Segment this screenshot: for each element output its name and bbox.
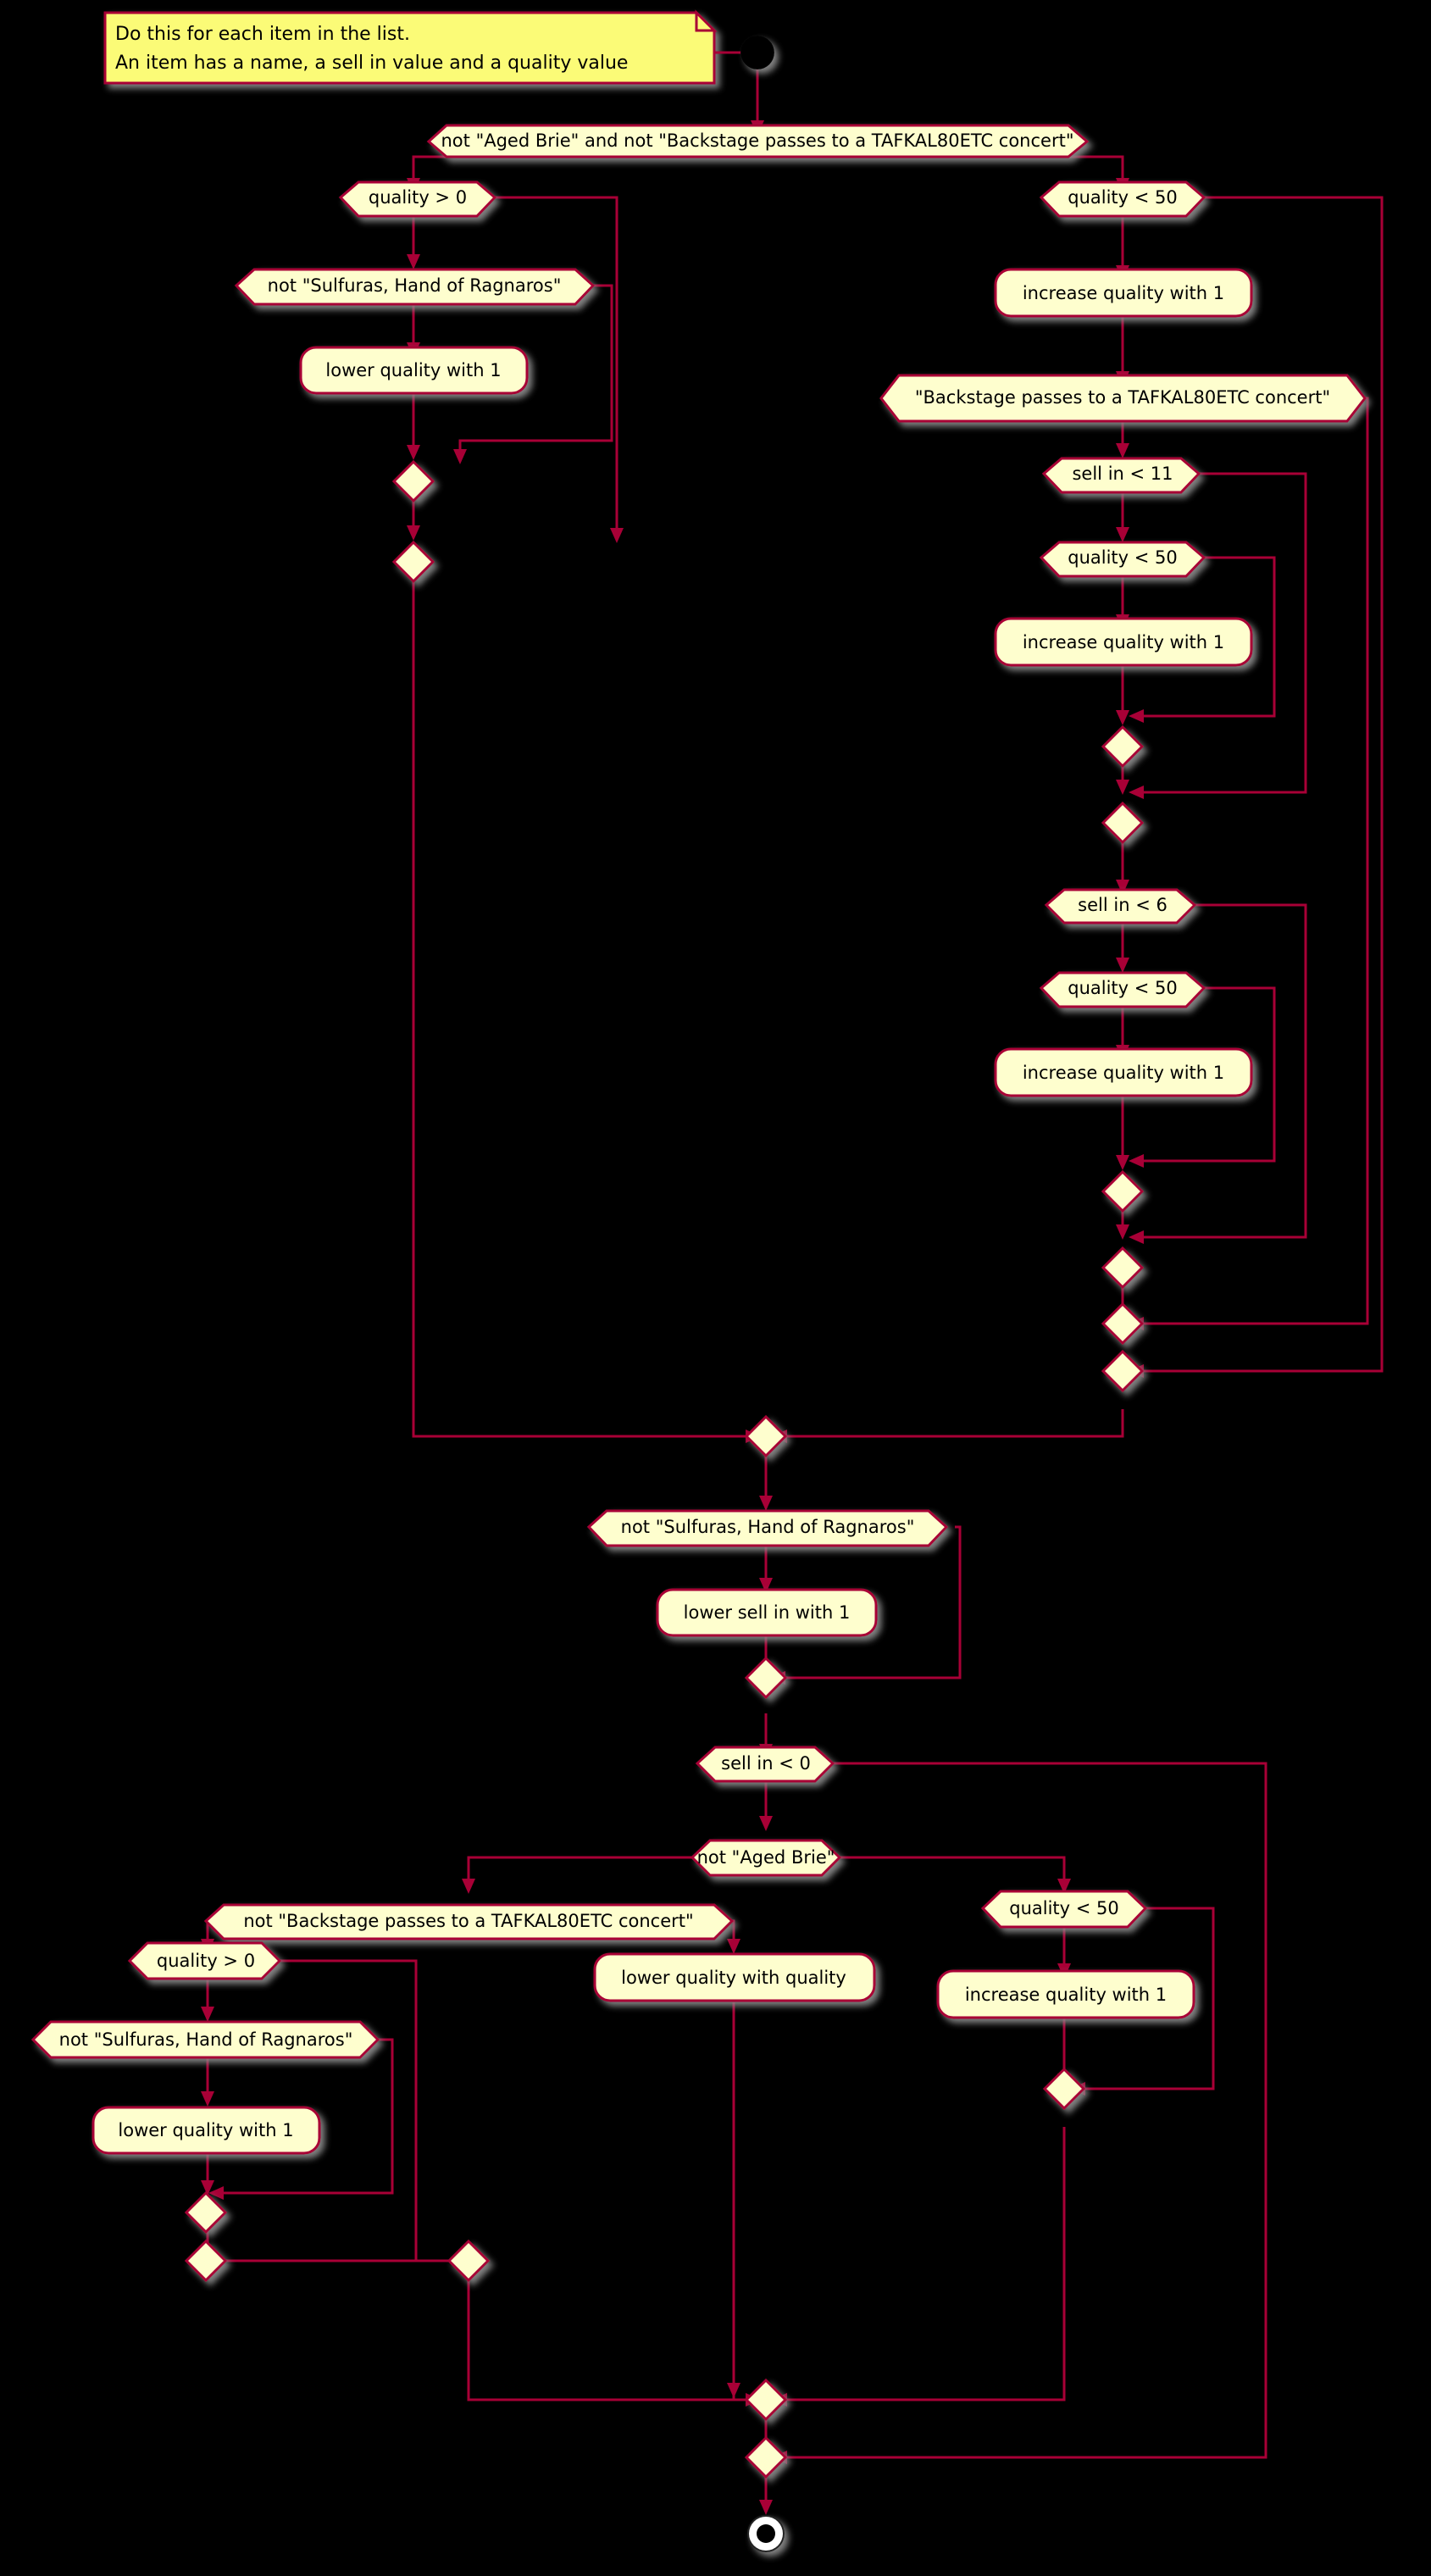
condition-quality-lt-50-a[interactable] xyxy=(1039,180,1206,218)
condition-not-aged-brie[interactable] xyxy=(690,1839,842,1877)
action-lower-quality-with-quality[interactable] xyxy=(593,1952,876,2002)
condition-label: not "Sulfuras, Hand of Ragnaros" xyxy=(268,275,562,296)
action-label: lower quality with quality xyxy=(621,1968,846,1988)
action-label: increase quality with 1 xyxy=(1023,1063,1224,1083)
condition-not-sulfuras-b[interactable] xyxy=(586,1509,949,1547)
merge-6 xyxy=(1101,801,1145,845)
action-lower-sell-in-1[interactable] xyxy=(656,1588,878,1637)
condition-label: quality < 50 xyxy=(1068,978,1178,998)
condition-label: "Backstage passes to a TAFKAL80ETC conce… xyxy=(915,387,1330,408)
merge-right xyxy=(1042,2067,1086,2111)
merge-9 xyxy=(1101,1246,1145,1290)
merge-16 xyxy=(184,2239,228,2283)
condition-not-backstage-2[interactable] xyxy=(203,1903,735,1940)
condition-sell-in-lt-6[interactable] xyxy=(1044,888,1197,924)
condition-label: quality < 50 xyxy=(1068,547,1178,568)
condition-label: sell in < 11 xyxy=(1072,464,1173,484)
action-label: lower sell in with 1 xyxy=(684,1602,851,1623)
action-label: lower quality with 1 xyxy=(325,360,501,380)
merge-16b xyxy=(446,2239,491,2283)
merge-13 xyxy=(744,1414,788,1458)
condition-quality-lt-50-d[interactable] xyxy=(980,1890,1148,1929)
condition-label: not "Backstage passes to a TAFKAL80ETC c… xyxy=(243,1911,693,1931)
merge-1 xyxy=(391,459,435,503)
merge-12 xyxy=(1101,1349,1145,1393)
action-increase-quality-1-a[interactable] xyxy=(994,268,1253,318)
condition-label: sell in < 0 xyxy=(721,1753,811,1774)
action-label: increase quality with 1 xyxy=(1023,632,1224,652)
condition-label: not "Aged Brie" and not "Backstage passe… xyxy=(441,130,1074,151)
end-node xyxy=(747,2515,785,2552)
start-node xyxy=(740,36,774,69)
merge-5 xyxy=(1101,724,1145,769)
merge-17 xyxy=(744,2435,788,2479)
condition-label: quality > 0 xyxy=(157,1951,255,1971)
action-label: lower quality with 1 xyxy=(118,2120,293,2140)
connector-layer xyxy=(201,69,1384,2515)
action-label: increase quality with 1 xyxy=(1023,283,1224,303)
merge-15 xyxy=(184,2190,228,2235)
merge-2 xyxy=(391,540,435,584)
action-lower-quality-1-b[interactable] xyxy=(92,2106,321,2155)
condition-label: not "Aged Brie" xyxy=(697,1847,835,1868)
condition-backstage[interactable] xyxy=(879,374,1367,423)
merge-8 xyxy=(1101,1169,1145,1213)
action-lower-quality-1-a[interactable] xyxy=(299,346,529,395)
condition-sell-in-lt-0[interactable] xyxy=(695,1746,835,1783)
condition-quality-gt-0-b[interactable] xyxy=(127,1941,282,1980)
merge-bottom xyxy=(744,2378,788,2422)
start-note xyxy=(103,9,718,85)
condition-quality-lt-50-c[interactable] xyxy=(1039,971,1206,1008)
merge-14 xyxy=(744,1656,788,1700)
action-label: increase quality with 1 xyxy=(965,1985,1167,2005)
merge-11 xyxy=(1101,1302,1145,1346)
condition-not-sulfuras-c[interactable] xyxy=(31,2020,380,2059)
condition-label: not "Sulfuras, Hand of Ragnaros" xyxy=(621,1517,915,1537)
condition-label: quality < 50 xyxy=(1009,1898,1119,1918)
action-increase-quality-1-d[interactable] xyxy=(936,1969,1195,2019)
condition-not-brie-not-backstage[interactable] xyxy=(426,124,1090,158)
action-increase-quality-1-b[interactable] xyxy=(994,617,1253,667)
action-increase-quality-1-c[interactable] xyxy=(994,1047,1253,1097)
condition-label: not "Sulfuras, Hand of Ragnaros" xyxy=(59,2029,353,2050)
note-line-1: Do this for each item in the list. xyxy=(115,24,410,45)
condition-not-sulfuras-a[interactable] xyxy=(234,268,596,306)
condition-label: sell in < 6 xyxy=(1078,895,1168,915)
condition-quality-lt-50-b[interactable] xyxy=(1039,541,1206,578)
condition-label: quality > 0 xyxy=(369,187,467,208)
note-line-2: An item has a name, a sell in value and … xyxy=(115,53,628,74)
condition-label: quality < 50 xyxy=(1068,187,1178,208)
condition-sell-in-lt-11[interactable] xyxy=(1041,457,1201,494)
condition-quality-gt-0-a[interactable] xyxy=(338,180,497,218)
